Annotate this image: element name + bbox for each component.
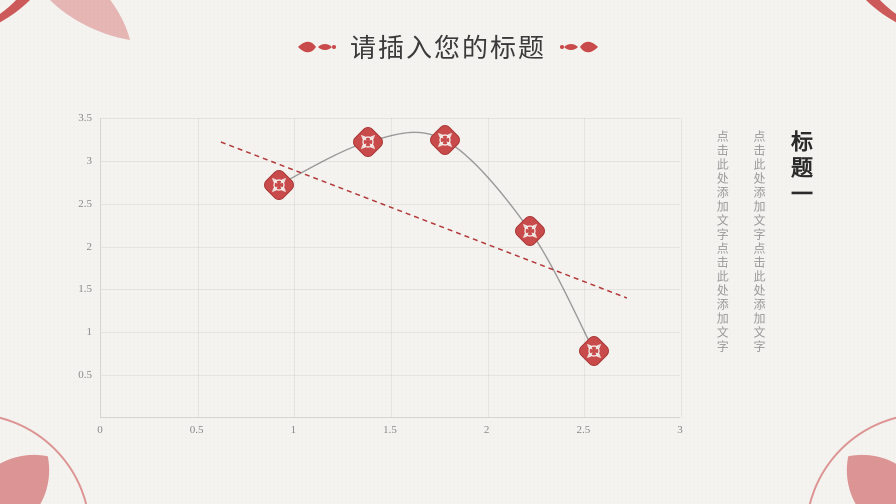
side-text-block: 标题一 点击此处添加文字点击此处添加文字 点击此处添加文字点击此处添加文字: [0, 130, 816, 354]
side-text-line-1: 点击此处添加文字点击此处添加文字: [747, 130, 770, 354]
x-tick-label: 0: [97, 424, 103, 436]
side-heading: 标题一: [784, 130, 816, 208]
slide-title: 请插入您的标题: [0, 28, 896, 65]
flourish-right-icon: [558, 39, 600, 55]
x-tick-label: 0.5: [190, 424, 204, 436]
x-tick-label: 3: [677, 424, 683, 436]
x-tick-label: 2.5: [576, 424, 590, 436]
y-tick-label: 0.5: [58, 369, 92, 381]
x-tick-label: 1.5: [383, 424, 397, 436]
corner-ornament-top-right: [756, 0, 896, 140]
x-tick-label: 1: [291, 424, 297, 436]
y-tick-label: 3.5: [58, 112, 92, 124]
flourish-left-icon: [296, 39, 338, 55]
x-tick-label: 2: [484, 424, 490, 436]
side-text-line-2: 点击此处添加文字点击此处添加文字: [710, 130, 733, 354]
slide-title-text: 请插入您的标题: [350, 28, 546, 65]
